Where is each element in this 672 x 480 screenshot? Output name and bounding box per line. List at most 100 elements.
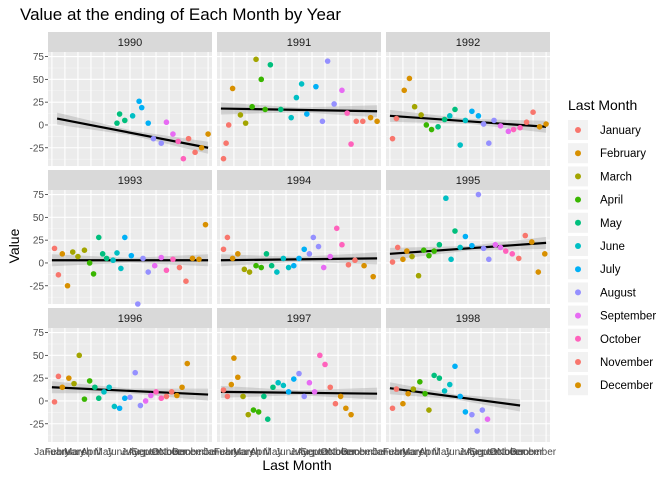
data-point <box>163 267 170 274</box>
data-point <box>224 393 231 400</box>
x-tick-label: March <box>402 447 430 458</box>
facet-strip-label: 1992 <box>456 37 480 49</box>
data-point <box>231 355 237 361</box>
legend: Last Month January February March April May J… <box>568 97 656 396</box>
y-axis-label: Value <box>6 228 22 263</box>
data-point <box>517 124 523 131</box>
data-point <box>184 360 191 367</box>
data-point <box>310 234 317 241</box>
data-point <box>240 393 246 400</box>
x-tick-label: July <box>121 447 139 458</box>
data-point <box>415 272 422 279</box>
data-point <box>170 131 176 137</box>
facet-strip-label: 1995 <box>456 175 480 187</box>
trend-line <box>220 390 378 395</box>
data-point <box>491 117 497 124</box>
data-point <box>158 254 165 261</box>
data-point <box>393 115 400 122</box>
x-tick-label: October <box>320 447 356 458</box>
data-point <box>480 245 487 252</box>
x-tick-label: June <box>444 447 466 458</box>
data-point <box>319 118 326 125</box>
data-point <box>435 123 441 130</box>
data-point <box>457 142 463 148</box>
data-point <box>446 113 453 119</box>
y-tick-label: 0 <box>38 396 44 407</box>
data-point <box>320 264 327 271</box>
data-point <box>352 257 358 264</box>
y-tick-label: -25 <box>30 143 45 154</box>
data-point <box>304 111 310 117</box>
data-point <box>163 393 170 400</box>
legend-swatch <box>575 127 581 133</box>
y-tick-label: 0 <box>38 120 44 131</box>
x-tick-label: May <box>264 447 283 458</box>
data-point <box>183 278 189 285</box>
y-tick-label: -25 <box>30 419 45 430</box>
x-tick-label: April <box>419 447 439 458</box>
legend-swatch <box>575 359 581 365</box>
x-tick-label: August <box>296 447 327 458</box>
data-point <box>277 106 284 113</box>
data-point <box>246 269 253 275</box>
data-point <box>253 56 259 63</box>
data-point <box>86 260 93 266</box>
data-point <box>229 255 236 262</box>
panel-1993: 1993 -25 0 25 50 75 <box>30 170 212 307</box>
data-point <box>250 407 257 413</box>
x-tick-label: August <box>465 447 496 458</box>
data-point <box>315 243 322 250</box>
y-tick-label: 25 <box>33 236 45 247</box>
x-tick-label: December <box>510 447 557 458</box>
data-point <box>290 262 297 269</box>
facet-strip <box>386 170 550 190</box>
data-point <box>99 251 106 257</box>
legend-swatch <box>575 173 581 180</box>
facet-strip <box>217 170 381 190</box>
x-tick-label: July <box>290 447 308 458</box>
data-point <box>121 117 128 124</box>
x-tick-label: January <box>372 447 408 458</box>
data-point <box>140 255 146 262</box>
data-point <box>400 256 406 263</box>
x-tick-label: December <box>341 447 388 458</box>
data-point <box>296 370 302 377</box>
data-point <box>367 114 374 121</box>
data-point <box>337 393 344 400</box>
data-point <box>348 141 354 147</box>
data-point <box>237 112 244 118</box>
data-point <box>103 255 110 262</box>
trend-line <box>51 386 209 396</box>
data-point <box>158 140 165 146</box>
data-point <box>275 379 281 386</box>
data-point <box>457 393 463 400</box>
y-tick-label: 0 <box>38 258 44 269</box>
data-point <box>264 416 271 423</box>
x-axis-label: Last Month <box>262 457 331 473</box>
legend-label: January <box>600 125 641 137</box>
data-point <box>502 248 509 254</box>
data-point <box>475 113 482 119</box>
data-point <box>404 248 410 254</box>
data-point <box>535 269 542 275</box>
data-point <box>136 98 142 105</box>
data-point <box>543 121 549 127</box>
data-point <box>541 251 548 257</box>
data-point <box>301 246 308 253</box>
data-point <box>528 239 535 245</box>
data-point <box>339 241 345 248</box>
data-point <box>66 375 72 381</box>
data-point <box>406 75 413 82</box>
data-point <box>196 256 202 263</box>
data-point <box>497 244 504 251</box>
y-tick-label: 50 <box>33 213 45 224</box>
data-point <box>431 248 437 254</box>
x-tick-label: June <box>275 447 297 458</box>
data-point <box>262 106 268 113</box>
data-point <box>192 149 198 156</box>
data-point <box>301 393 308 400</box>
data-point <box>322 361 328 368</box>
data-point <box>228 381 235 388</box>
data-point <box>151 262 158 269</box>
